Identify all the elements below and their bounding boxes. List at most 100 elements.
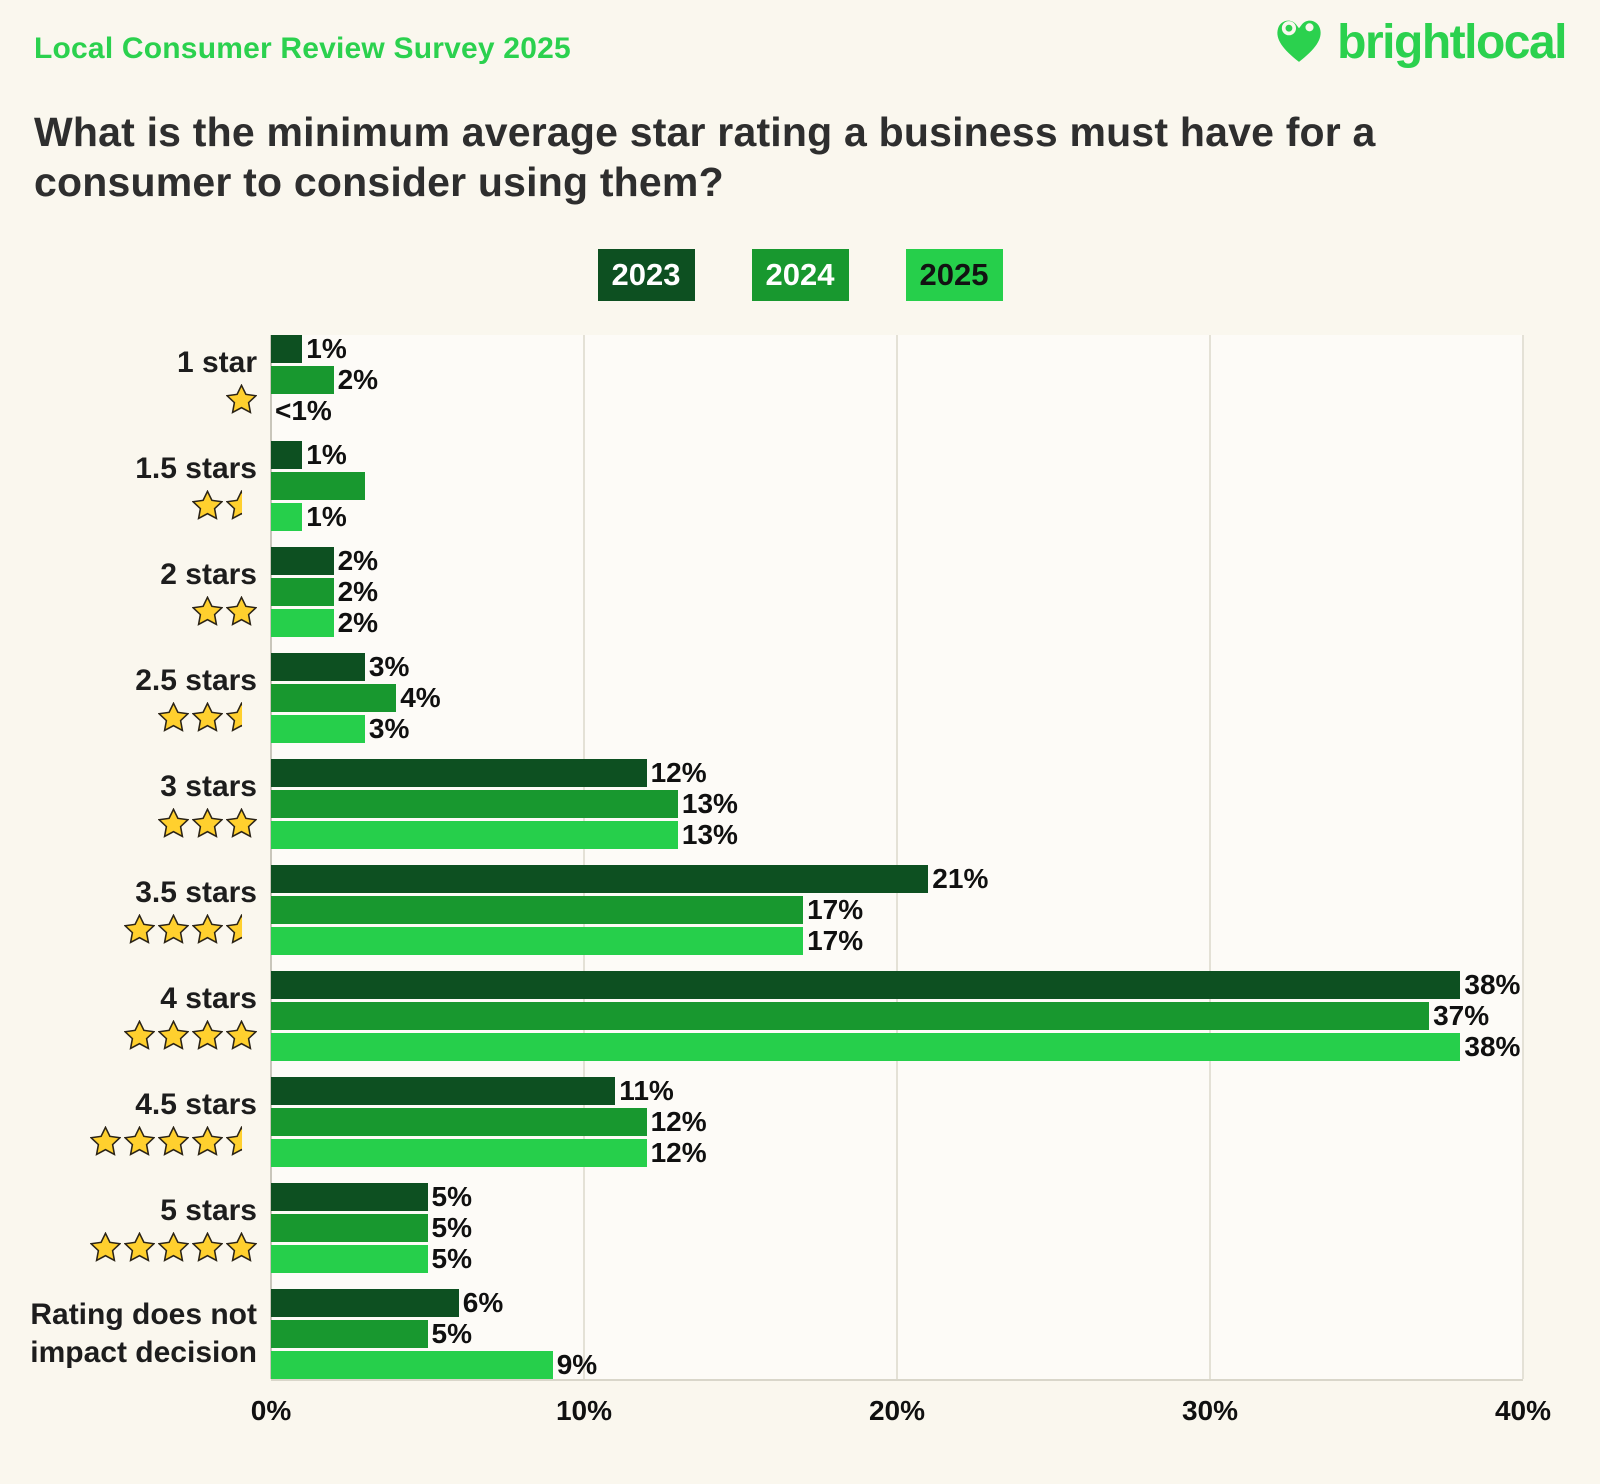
bar-2025 [271, 503, 303, 532]
star-icon [192, 1231, 223, 1262]
bar-row-2024: 2% [271, 366, 1523, 395]
star-icon [192, 1125, 223, 1156]
bar-value-label: 38% [1464, 969, 1521, 1001]
chart-title-line1: What is the minimum average star rating … [34, 109, 1376, 155]
star-icon [192, 595, 223, 626]
bar-row-2024: 5% [271, 1318, 1523, 1350]
bar-2023 [271, 865, 929, 894]
category: 4 stars [34, 971, 257, 1061]
star-icon [158, 701, 189, 732]
x-axis-tick: 0% [250, 1395, 292, 1427]
bar-row-2023: 1% [271, 439, 1523, 471]
star-rating [124, 1019, 257, 1050]
category-label: impact decision [30, 1335, 257, 1369]
star-rating [192, 595, 257, 626]
y-axis-line [270, 335, 272, 1380]
star-icon [158, 1231, 189, 1262]
bar-2023 [271, 441, 303, 470]
bar-value-label: 5% [431, 1318, 472, 1350]
chart-row: 5 stars 5% 5% 5% [34, 1181, 1566, 1274]
star-rating [90, 1231, 257, 1262]
star-icon [124, 1019, 155, 1050]
bar-value-label: 3% [368, 651, 410, 683]
bar-row-2023: 2% [271, 545, 1523, 577]
star-icon [90, 1231, 121, 1262]
bar-value-label: 2% [337, 545, 379, 577]
bar-2025 [271, 1033, 1461, 1062]
bar-2023 [271, 1183, 428, 1212]
star-rating [90, 1125, 257, 1156]
bar-2024 [271, 790, 678, 819]
category: 3 stars [34, 759, 257, 849]
category-label: Rating does not [30, 1298, 257, 1332]
bar-row-2023: 1% [271, 333, 1523, 365]
star-icon [192, 807, 223, 838]
bar-2024 [271, 472, 365, 501]
bar-row-2025: 13% [271, 821, 1523, 850]
bar-2024 [271, 1108, 647, 1137]
bar-value-label: 5% [431, 1212, 472, 1244]
half-star-icon [226, 913, 257, 944]
chart-row: 1 star 1% 2% <1% [34, 335, 1566, 425]
bar-2024 [271, 366, 334, 395]
bar-value-label: 17% [807, 894, 864, 926]
bar-2025 [271, 609, 334, 638]
bar-value-label: 12% [650, 1137, 707, 1169]
chart-row: 3 stars 12% 13% 13% [34, 759, 1566, 850]
star-icon [158, 913, 189, 944]
x-axis-line [271, 1379, 1523, 1382]
chart-row: 2 stars 2% 2% 2% [34, 545, 1566, 639]
bar-2025 [271, 1245, 428, 1274]
bar-value-label: 12% [650, 1106, 707, 1138]
bar-2025 [271, 1139, 647, 1168]
bar-group: 11% 12% 12% [271, 1077, 1566, 1169]
bar-group: 6% 5% 9% [271, 1289, 1566, 1380]
bar-value-label: 1% [306, 333, 347, 365]
bar-row-2025: 2% [271, 607, 1523, 639]
bar-2023 [271, 1077, 616, 1106]
star-icon [192, 1019, 223, 1050]
bar-value-label: 37% [1433, 1000, 1490, 1032]
bar-value-label: 13% [681, 788, 738, 820]
chart-row: 2.5 stars 3% 4% 3% [34, 651, 1566, 744]
half-star-icon [226, 489, 257, 520]
bar-row-2023: 6% [271, 1289, 1523, 1318]
bar-2023 [271, 335, 303, 364]
chart-title: What is the minimum average star rating … [34, 107, 1514, 207]
bar-value-label: 1% [306, 439, 347, 471]
bar-2023 [271, 1289, 459, 1318]
plot-area [270, 335, 1524, 1382]
gridline [896, 335, 898, 1380]
bar-row-2023: 3% [271, 651, 1523, 683]
bar-2024 [271, 684, 397, 713]
bar-2023 [271, 653, 365, 682]
bar-2024 [271, 1320, 428, 1349]
chart-title-line2: consumer to consider using them? [34, 159, 724, 206]
bar-row-2025: <1% [271, 397, 1523, 425]
star-icon [124, 913, 155, 944]
star-icon [226, 383, 257, 414]
star-icon [124, 1125, 155, 1156]
bar-row-2024: 17% [271, 894, 1523, 926]
star-icon [226, 1231, 257, 1262]
bar-row-2024: 37% [271, 1000, 1523, 1032]
star-icon [158, 1019, 189, 1050]
bar-value-label: 17% [807, 925, 864, 957]
bar-row-2025: 3% [271, 715, 1523, 744]
bar-row-2023: 11% [271, 1077, 1523, 1106]
bar-value-label: 5% [431, 1181, 472, 1213]
bar-value-label: 2% [337, 607, 379, 639]
bar-group: 1% 1% [271, 439, 1566, 532]
bar-2023 [271, 547, 334, 576]
star-icon [192, 701, 223, 732]
bar-row-2024: 5% [271, 1212, 1523, 1244]
category-label: 2.5 stars [135, 664, 257, 698]
half-star-icon [226, 701, 257, 732]
half-star-icon [226, 1125, 257, 1156]
bar-group: 12% 13% 13% [271, 759, 1566, 850]
bar-row-2024: 4% [271, 684, 1523, 713]
x-axis-tick: 20% [868, 1395, 926, 1427]
heart-pin-icon [1271, 14, 1327, 71]
bar-group: 38% 37% 38% [271, 969, 1566, 1062]
